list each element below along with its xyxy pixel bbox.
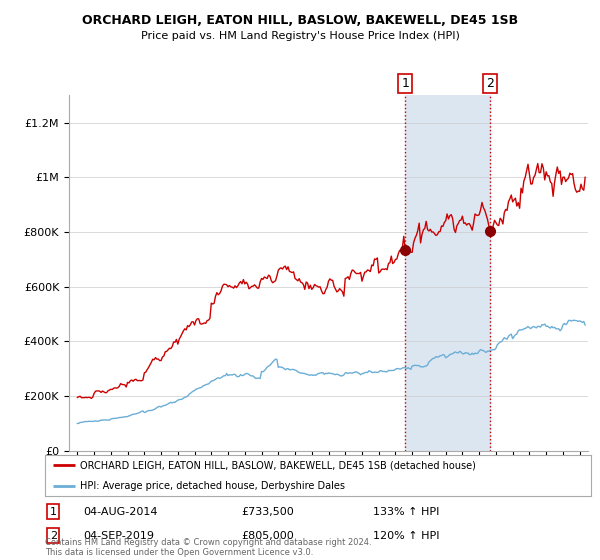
- Bar: [405, 95, 490, 451]
- Text: 133% ↑ HPI: 133% ↑ HPI: [373, 507, 439, 517]
- Text: ORCHARD LEIGH, EATON HILL, BASLOW, BAKEWELL, DE45 1SB (detached house): ORCHARD LEIGH, EATON HILL, BASLOW, BAKEW…: [80, 460, 476, 470]
- Text: 120% ↑ HPI: 120% ↑ HPI: [373, 530, 439, 540]
- Text: 04-SEP-2019: 04-SEP-2019: [83, 530, 154, 540]
- Text: £733,500: £733,500: [242, 507, 295, 517]
- Text: £805,000: £805,000: [242, 530, 295, 540]
- Text: 1: 1: [401, 77, 409, 90]
- Text: 2: 2: [50, 530, 57, 540]
- Text: HPI: Average price, detached house, Derbyshire Dales: HPI: Average price, detached house, Derb…: [80, 480, 346, 491]
- Text: 04-AUG-2014: 04-AUG-2014: [83, 507, 158, 517]
- Text: 1: 1: [50, 507, 56, 517]
- Text: 2: 2: [487, 77, 494, 90]
- Text: Contains HM Land Registry data © Crown copyright and database right 2024.
This d: Contains HM Land Registry data © Crown c…: [45, 538, 371, 557]
- Text: Price paid vs. HM Land Registry's House Price Index (HPI): Price paid vs. HM Land Registry's House …: [140, 31, 460, 41]
- Text: ORCHARD LEIGH, EATON HILL, BASLOW, BAKEWELL, DE45 1SB: ORCHARD LEIGH, EATON HILL, BASLOW, BAKEW…: [82, 14, 518, 27]
